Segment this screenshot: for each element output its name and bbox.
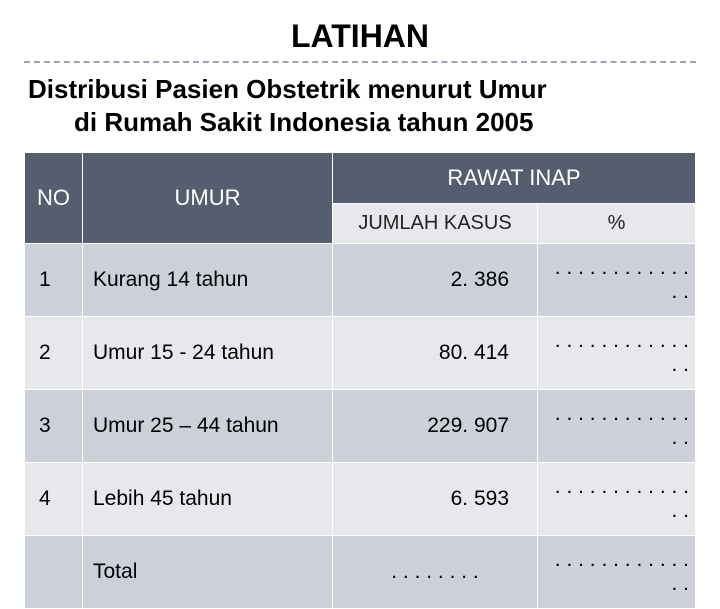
col-umur: UMUR	[83, 153, 333, 244]
slide-subtitle: Distribusi Pasien Obstetrik menurut Umur…	[24, 73, 696, 138]
cell-umur: Umur 25 – 44 tahun	[83, 390, 333, 463]
cell-persen: . . . . . . . . . . . . . .	[538, 390, 696, 463]
divider	[24, 61, 696, 63]
cell-persen: . . . . . . . . . . . . . .	[538, 317, 696, 390]
col-rawat-inap: RAWAT INAP	[333, 153, 696, 204]
cell-no	[25, 536, 83, 609]
cell-no: 4	[25, 463, 83, 536]
table-row-total: Total . . . . . . . . . . . . . . . . . …	[25, 536, 696, 609]
cell-jumlah: 80. 414	[333, 317, 538, 390]
cell-no: 1	[25, 244, 83, 317]
cell-jumlah: 229. 907	[333, 390, 538, 463]
data-table: NO UMUR RAWAT INAP JUMLAH KASUS % 1 Kura…	[24, 152, 696, 609]
table-row: 4 Lebih 45 tahun 6. 593 . . . . . . . . …	[25, 463, 696, 536]
table-header-row-1: NO UMUR RAWAT INAP	[25, 153, 696, 204]
slide: LATIHAN Distribusi Pasien Obstetrik menu…	[0, 0, 720, 540]
cell-no: 3	[25, 390, 83, 463]
cell-jumlah: 2. 386	[333, 244, 538, 317]
col-persen: %	[538, 204, 696, 244]
col-no: NO	[25, 153, 83, 244]
cell-persen: . . . . . . . . . . . . . .	[538, 244, 696, 317]
table-row: 2 Umur 15 - 24 tahun 80. 414 . . . . . .…	[25, 317, 696, 390]
subtitle-line-2: di Rumah Sakit Indonesia tahun 2005	[28, 106, 696, 139]
cell-umur: Umur 15 - 24 tahun	[83, 317, 333, 390]
cell-total-label: Total	[83, 536, 333, 609]
table-row: 3 Umur 25 – 44 tahun 229. 907 . . . . . …	[25, 390, 696, 463]
cell-total-jumlah: . . . . . . . .	[333, 536, 538, 609]
col-jumlah-kasus: JUMLAH KASUS	[333, 204, 538, 244]
cell-umur: Kurang 14 tahun	[83, 244, 333, 317]
slide-title: LATIHAN	[24, 18, 696, 55]
cell-no: 2	[25, 317, 83, 390]
cell-jumlah: 6. 593	[333, 463, 538, 536]
cell-total-persen: . . . . . . . . . . . . . .	[538, 536, 696, 609]
subtitle-line-1: Distribusi Pasien Obstetrik menurut Umur	[28, 74, 547, 104]
table-row: 1 Kurang 14 tahun 2. 386 . . . . . . . .…	[25, 244, 696, 317]
cell-persen: . . . . . . . . . . . . . .	[538, 463, 696, 536]
cell-umur: Lebih 45 tahun	[83, 463, 333, 536]
